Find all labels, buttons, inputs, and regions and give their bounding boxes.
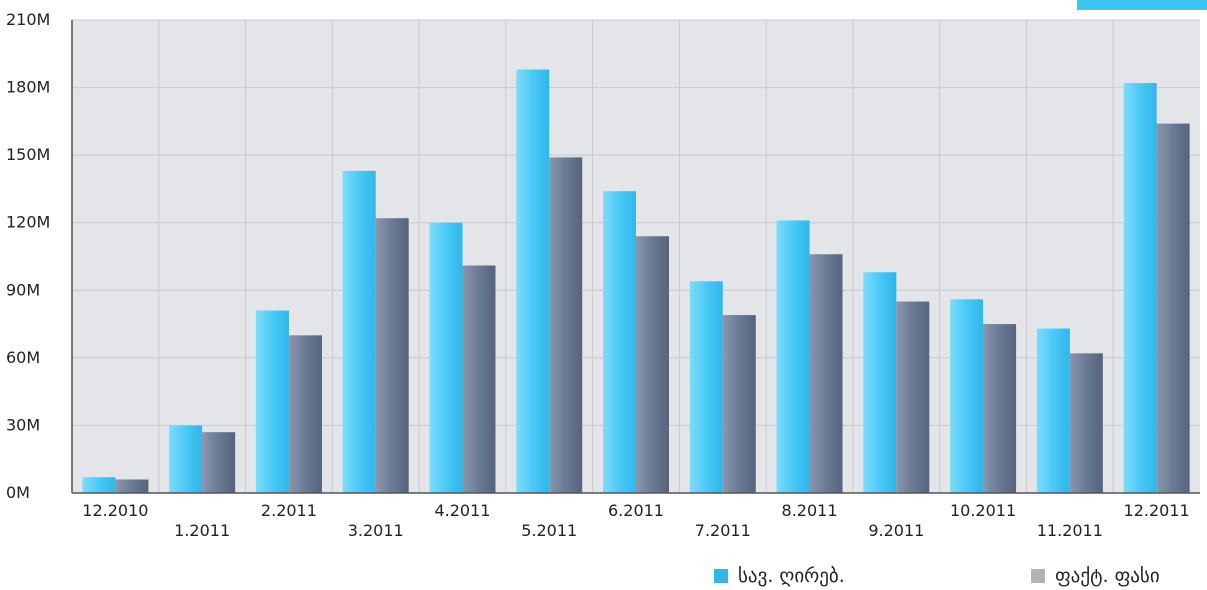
y-tick-label: 60M bbox=[6, 348, 40, 367]
x-tick-label: 2.2011 bbox=[261, 501, 317, 520]
bar-series-2-9.2011[interactable] bbox=[896, 301, 930, 493]
bar-series-2-11.2011[interactable] bbox=[1069, 353, 1103, 493]
bar-series-2-6.2011[interactable] bbox=[636, 236, 669, 493]
top-accent-bar bbox=[1077, 0, 1207, 10]
bar-series-1-4.2011[interactable] bbox=[429, 222, 463, 493]
y-tick-label: 90M bbox=[6, 280, 40, 299]
bar-series-2-8.2011[interactable] bbox=[809, 254, 843, 493]
x-tick-label: 12.2011 bbox=[1124, 501, 1190, 520]
bar-series-1-3.2011[interactable] bbox=[342, 170, 376, 493]
x-tick-label: 3.2011 bbox=[348, 521, 404, 540]
x-tick-label: 4.2011 bbox=[434, 501, 490, 520]
x-tick-label: 5.2011 bbox=[521, 521, 577, 540]
legend-item-series-1[interactable]: სავ. ღირებ. bbox=[714, 562, 845, 590]
bar-series-1-12.2011[interactable] bbox=[1123, 83, 1157, 494]
x-tick-label: 6.2011 bbox=[608, 501, 664, 520]
y-tick-label: 0M bbox=[6, 483, 30, 502]
bar-series-1-1.2011[interactable] bbox=[169, 425, 203, 493]
bar-series-1-2.2011[interactable] bbox=[255, 310, 289, 493]
legend-swatch bbox=[1031, 569, 1045, 583]
bar-series-2-5.2011[interactable] bbox=[549, 157, 583, 493]
x-tick-label: 12.2010 bbox=[82, 501, 148, 520]
y-tick-label: 30M bbox=[6, 415, 40, 434]
legend-label: ფაქტ. ფასი bbox=[1055, 565, 1160, 587]
y-tick-label: 150M bbox=[6, 145, 50, 164]
x-tick-label: 9.2011 bbox=[868, 521, 924, 540]
bar-series-1-8.2011[interactable] bbox=[776, 220, 810, 493]
legend-item-series-2[interactable]: ფაქტ. ფასი bbox=[1031, 562, 1160, 590]
x-tick-label: 8.2011 bbox=[782, 501, 838, 520]
x-tick-label: 1.2011 bbox=[174, 521, 230, 540]
y-tick-label: 180M bbox=[6, 78, 50, 97]
bar-series-2-12.2011[interactable] bbox=[1156, 123, 1190, 493]
bar-series-1-11.2011[interactable] bbox=[1036, 328, 1070, 493]
bar-series-1-10.2011[interactable] bbox=[950, 299, 984, 493]
bar-series-2-4.2011[interactable] bbox=[462, 265, 496, 493]
x-tick-label: 11.2011 bbox=[1037, 521, 1103, 540]
y-tick-label: 210M bbox=[6, 10, 50, 29]
bar-series-1-6.2011[interactable] bbox=[603, 191, 636, 493]
bar-series-2-7.2011[interactable] bbox=[722, 315, 756, 493]
bar-series-1-9.2011[interactable] bbox=[863, 272, 897, 493]
bar-series-1-7.2011[interactable] bbox=[689, 281, 723, 493]
bar-series-2-10.2011[interactable] bbox=[983, 324, 1017, 493]
bar-series-2-12.2010[interactable] bbox=[115, 479, 149, 493]
bar-series-2-3.2011[interactable] bbox=[375, 218, 409, 493]
bar-series-1-12.2010[interactable] bbox=[82, 477, 116, 493]
x-tick-label: 10.2011 bbox=[950, 501, 1016, 520]
legend-label: სავ. ღირებ. bbox=[738, 565, 845, 587]
x-tick-label: 7.2011 bbox=[695, 521, 751, 540]
bar-series-2-2.2011[interactable] bbox=[288, 335, 322, 493]
bar-series-2-1.2011[interactable] bbox=[202, 432, 236, 493]
bar-series-1-5.2011[interactable] bbox=[516, 69, 550, 494]
legend-swatch bbox=[714, 569, 728, 583]
y-tick-label: 120M bbox=[6, 213, 50, 232]
